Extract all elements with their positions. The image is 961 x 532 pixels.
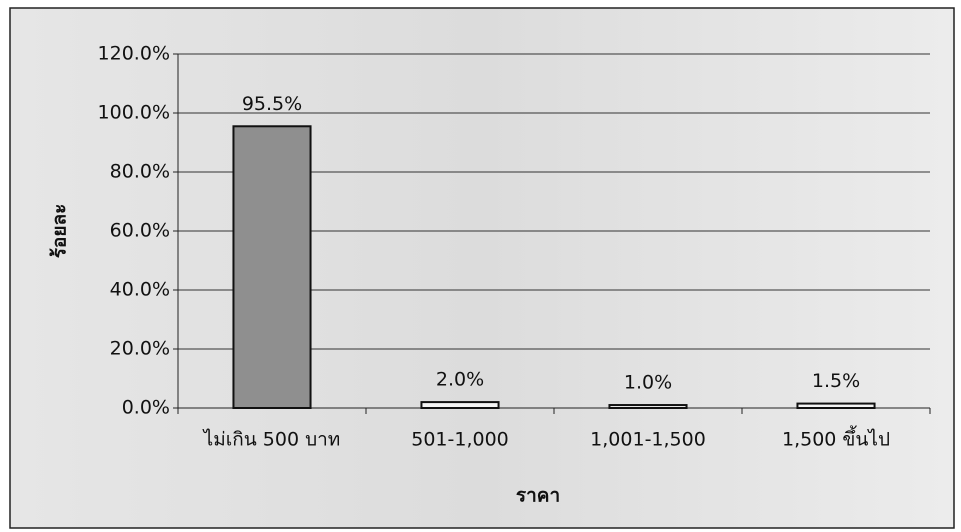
y-tick-label: 80.0% [110, 161, 170, 183]
y-axis-title: ร้อยละ [49, 204, 71, 259]
x-tick-label: 1,500 ขึ้นไป [782, 426, 890, 451]
bar [420, 401, 500, 410]
value-label: 1.0% [624, 372, 672, 394]
bar [232, 125, 312, 410]
x-axis-title: ราคา [516, 485, 560, 507]
x-tick-label: 1,001-1,500 [590, 429, 706, 451]
value-label: 1.5% [812, 370, 860, 392]
y-tick-label: 0.0% [122, 397, 170, 419]
value-label: 95.5% [242, 93, 302, 115]
x-tick-label: 501-1,000 [411, 429, 509, 451]
y-tick-label: 20.0% [110, 338, 170, 360]
x-tick-label: ไม่เกิน 500 บาท [202, 429, 341, 451]
y-tick-label: 120.0% [98, 43, 170, 65]
value-label: 2.0% [436, 369, 484, 391]
bar [608, 404, 688, 409]
y-tick-label: 100.0% [98, 102, 170, 124]
y-tick-label: 60.0% [110, 220, 170, 242]
bar [796, 402, 876, 410]
y-tick-label: 40.0% [110, 279, 170, 301]
chart-frame [9, 7, 955, 529]
